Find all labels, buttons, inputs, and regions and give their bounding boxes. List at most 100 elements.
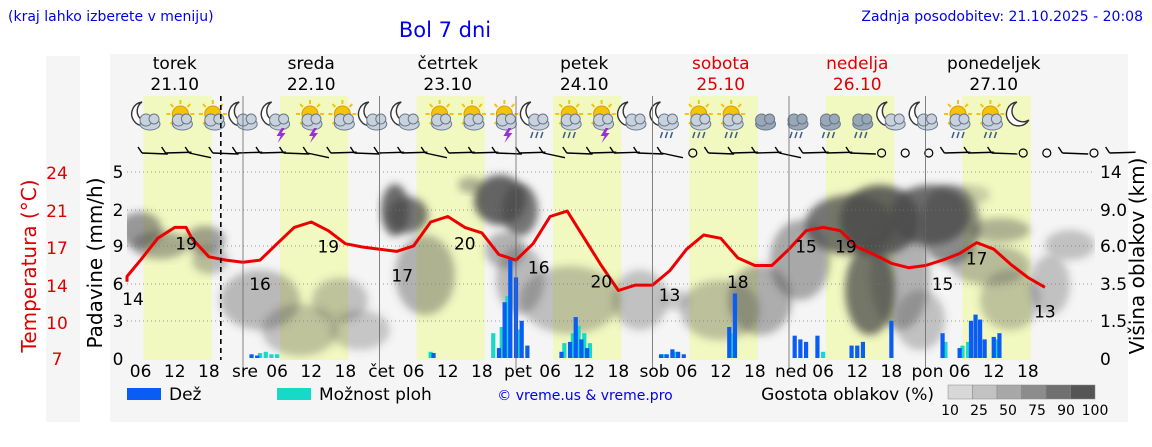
cloud-height-tick: 9.0	[1100, 201, 1127, 221]
hour-tick: 06	[539, 362, 561, 382]
wind-barb-icon	[373, 146, 404, 154]
moon-cloud-icon	[908, 101, 939, 131]
rain-bar	[968, 320, 974, 358]
wind-barb-icon	[420, 146, 448, 159]
hour-tick: 12	[846, 362, 868, 382]
wind-barb-icon	[900, 148, 910, 158]
cloud-rain-icon	[819, 113, 841, 139]
temperature-tick: 17	[46, 239, 68, 259]
region-hint[interactable]: (kraj lahko izberete v meniju)	[8, 9, 214, 25]
showers-bar	[491, 333, 496, 358]
day-name: sobota	[692, 54, 750, 74]
wind-barb-icon	[208, 146, 239, 155]
wind-barb-icon	[703, 146, 735, 155]
rain-bar	[664, 354, 669, 358]
sun-cloud-icon	[328, 100, 357, 131]
cloud-density-tick: 50	[999, 403, 1017, 419]
showers-bar	[673, 351, 678, 358]
day-abbr-tick: sre	[232, 362, 258, 382]
day-date: 25.10	[696, 75, 745, 95]
hour-tick: 06	[949, 362, 971, 382]
precip-tick: 9	[113, 237, 124, 257]
temperature-value-label: 19	[175, 234, 197, 254]
wind-barb-icon	[538, 146, 566, 159]
cloud-density-swatch	[1021, 384, 1047, 400]
wind-barb-icon	[1105, 146, 1136, 154]
moon-cloud-icon	[390, 101, 420, 131]
day-name: torek	[153, 54, 197, 74]
sun-rain-icon	[717, 100, 746, 139]
cloud-density-tick: 90	[1057, 403, 1075, 419]
rain-bar	[584, 348, 590, 358]
showers-bar	[587, 343, 593, 358]
wind-barb-icon	[184, 146, 212, 159]
temperature-axis-title: Temperatura (°C)	[17, 179, 41, 353]
temperature-value-label: 15	[932, 275, 954, 295]
wind-barb-icon	[609, 146, 640, 154]
showers-bar	[570, 333, 575, 358]
temperature-value-label: 16	[528, 259, 550, 279]
rain-bar	[496, 348, 502, 358]
cloud-density-swatch	[1070, 384, 1096, 400]
wind-barb-icon	[939, 146, 971, 154]
rain-bar	[997, 333, 1002, 358]
wind-barb-icon	[349, 146, 381, 155]
moon-storm-icon	[260, 101, 291, 143]
update-timestamp: Zadnja posodobitev: 21.10.2025 - 20:08	[861, 9, 1143, 25]
wind-barb-icon	[279, 146, 310, 155]
cloud-density-patch	[262, 304, 338, 356]
wind-barb-icon	[302, 146, 330, 159]
moon-cloud-icon	[616, 101, 647, 131]
showers-bar	[263, 351, 268, 358]
day-date: 23.10	[423, 75, 472, 95]
wind-barb-icon	[231, 146, 263, 154]
cloud-rain-icon	[787, 113, 809, 139]
day-name: ponedeljek	[947, 54, 1041, 74]
day-date: 26.10	[833, 75, 882, 95]
rain-bar	[255, 355, 260, 358]
showers-legend-label: Možnost ploh	[319, 385, 432, 405]
cloud-density-patch	[970, 218, 1030, 242]
wind-barb-icon	[845, 146, 876, 155]
credit-link[interactable]: © vreme.us & vreme.pro	[497, 388, 672, 404]
showers-bar	[428, 351, 433, 358]
moon-cloud-icon	[130, 101, 161, 131]
wind-barb-icon	[798, 146, 829, 154]
temperature-value-label: 20	[454, 234, 476, 254]
wind-barb-icon	[137, 146, 168, 155]
rain-bar	[559, 351, 564, 358]
showers-bar	[661, 354, 666, 358]
cloud-density-tick: 10	[941, 403, 959, 419]
cloud-density-label: Gostota oblakov (%)	[761, 385, 934, 405]
sun-storm-icon	[587, 100, 616, 143]
temperature-value-label: 17	[391, 266, 413, 286]
rain-legend-swatch	[127, 388, 161, 400]
moon-rain-icon	[649, 101, 679, 139]
wind-barb-icon	[774, 146, 802, 159]
sun-storm-icon	[296, 100, 324, 143]
temperature-value-label: 13	[1034, 302, 1056, 322]
showers-bar	[562, 343, 567, 358]
cloud-density-patch	[395, 235, 455, 315]
temperature-value-label: 17	[966, 250, 988, 270]
hour-tick: 06	[266, 362, 288, 382]
wind-barb-icon	[987, 146, 1018, 155]
cloud-density-patch	[895, 290, 945, 350]
cloud-density-patch	[330, 310, 390, 350]
moon-icon	[1005, 101, 1030, 127]
page-title: Bol 7 dni	[399, 18, 491, 42]
header-panel	[110, 54, 1128, 96]
temperature-tick: 24	[46, 164, 68, 184]
precip-tick: 3	[113, 312, 124, 332]
hour-tick: 12	[573, 362, 595, 382]
rain-bar	[973, 314, 978, 358]
showers-bar	[505, 296, 510, 358]
sun-cloud-icon	[425, 100, 454, 131]
rain-bar	[681, 354, 686, 358]
wind-barb-icon	[161, 146, 192, 154]
left-panel	[46, 56, 80, 422]
cloud-density-tick: 25	[970, 403, 988, 419]
wind-barb-icon	[821, 146, 853, 154]
wind-barb-icon	[397, 146, 428, 154]
hour-tick: 18	[335, 362, 357, 382]
